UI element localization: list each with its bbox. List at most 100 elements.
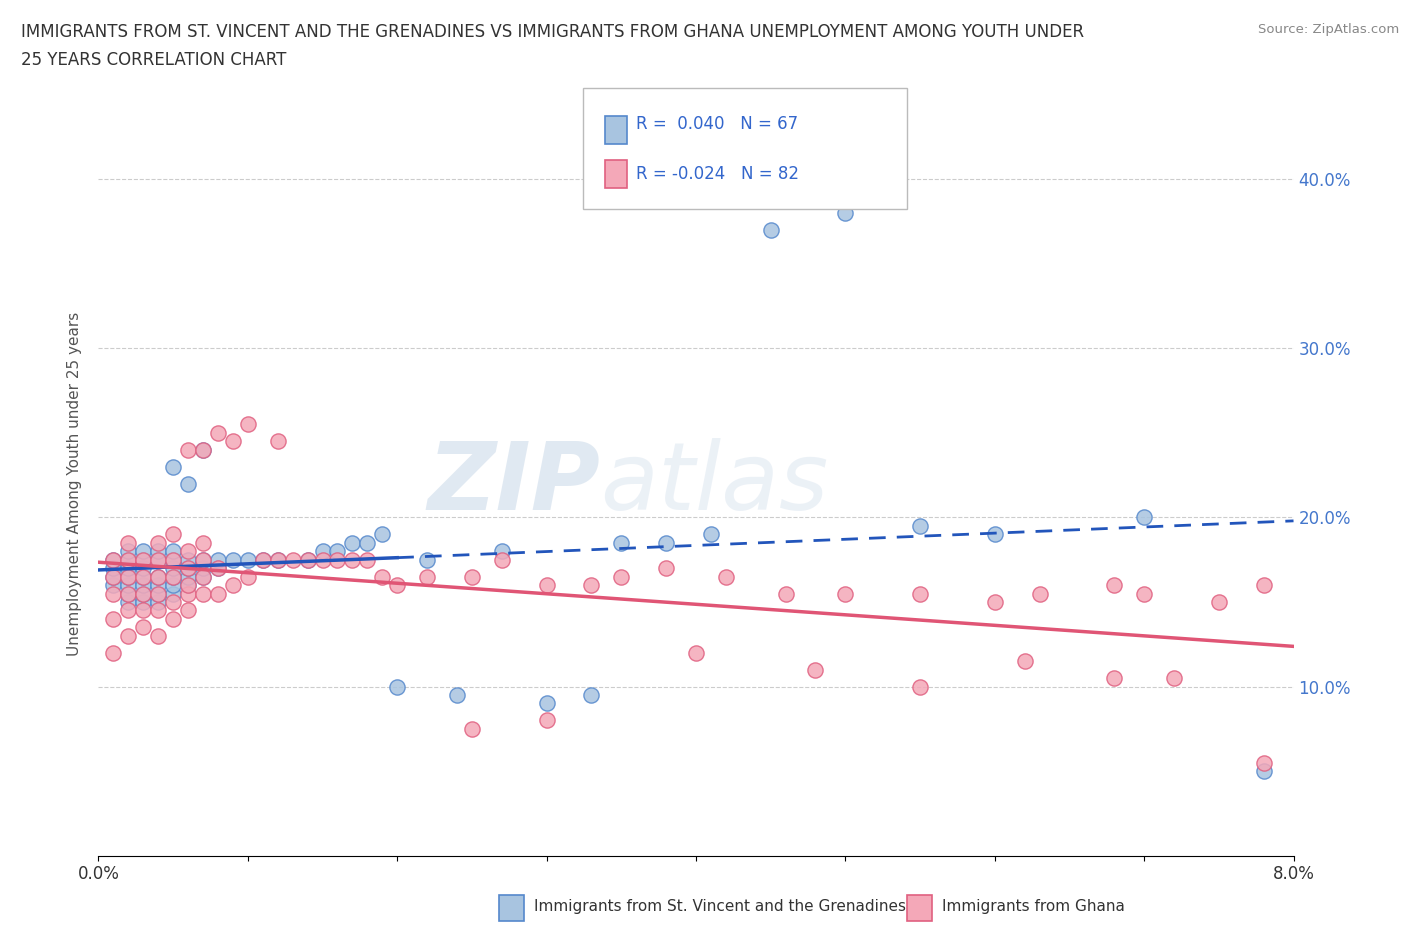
Point (834, 586, 856, 601)
Point (117, 603, 139, 618)
Point (132, 603, 155, 618)
Point (700, 527, 723, 542)
Point (132, 578, 155, 592)
Point (342, 552, 364, 567)
Point (148, 586, 170, 601)
Point (536, 578, 558, 592)
Point (207, 561, 229, 576)
Point (371, 569, 394, 584)
Point (191, 443, 214, 458)
Point (191, 569, 214, 584)
Point (148, 552, 170, 567)
Point (177, 578, 200, 592)
Point (117, 594, 139, 609)
Point (132, 594, 155, 609)
Point (610, 569, 633, 584)
Point (834, 206, 856, 220)
Text: 25 YEARS CORRELATION CHART: 25 YEARS CORRELATION CHART (21, 51, 287, 69)
Point (1133, 510, 1156, 525)
Point (148, 586, 170, 601)
Text: Immigrants from Ghana: Immigrants from Ghana (942, 899, 1125, 914)
Point (132, 561, 155, 576)
Point (311, 544, 333, 559)
Point (655, 561, 678, 576)
Point (536, 713, 558, 728)
Point (177, 443, 200, 458)
Point (1253, 764, 1275, 778)
Point (267, 552, 290, 567)
Point (222, 578, 245, 592)
Point (148, 569, 170, 584)
Point (1133, 586, 1156, 601)
Point (177, 561, 200, 576)
Point (267, 552, 290, 567)
Point (103, 552, 125, 567)
Point (236, 417, 259, 432)
Point (117, 586, 139, 601)
Point (1028, 586, 1050, 601)
Text: Source: ZipAtlas.com: Source: ZipAtlas.com (1258, 23, 1399, 36)
Point (385, 679, 409, 694)
Point (297, 552, 319, 567)
Point (1253, 755, 1275, 770)
Point (491, 544, 513, 559)
Point (1208, 594, 1230, 609)
Point (222, 434, 245, 449)
Point (148, 569, 170, 584)
Point (177, 586, 200, 601)
Text: IMMIGRANTS FROM ST. VINCENT AND THE GRENADINES VS IMMIGRANTS FROM GHANA UNEMPLOY: IMMIGRANTS FROM ST. VINCENT AND THE GREN… (21, 23, 1084, 41)
Point (191, 569, 214, 584)
Point (132, 544, 155, 559)
Point (177, 561, 200, 576)
Text: R =  0.040   N = 67: R = 0.040 N = 67 (636, 114, 797, 133)
Point (132, 552, 155, 567)
Point (162, 459, 184, 474)
Point (162, 586, 184, 601)
Point (191, 536, 214, 551)
Point (1104, 578, 1126, 592)
Point (117, 569, 139, 584)
Point (908, 586, 931, 601)
Point (281, 552, 304, 567)
Point (581, 687, 603, 702)
Point (207, 425, 229, 440)
Point (132, 569, 155, 584)
Point (103, 645, 125, 660)
Point (207, 552, 229, 567)
Point (1163, 671, 1185, 685)
Point (581, 578, 603, 592)
Point (177, 569, 200, 584)
Point (311, 552, 333, 567)
Point (236, 569, 259, 584)
Point (804, 662, 827, 677)
Point (162, 569, 184, 584)
Point (103, 578, 125, 592)
Point (148, 544, 170, 559)
Point (177, 603, 200, 618)
Point (103, 586, 125, 601)
Text: atlas: atlas (600, 438, 828, 529)
Point (117, 561, 139, 576)
Point (148, 552, 170, 567)
Point (162, 527, 184, 542)
Point (714, 569, 737, 584)
Point (252, 552, 274, 567)
Point (132, 569, 155, 584)
Point (103, 552, 125, 567)
Point (148, 603, 170, 618)
Point (117, 629, 139, 644)
Point (191, 586, 214, 601)
Point (117, 552, 139, 567)
Point (132, 586, 155, 601)
Point (162, 594, 184, 609)
Point (162, 552, 184, 567)
Point (162, 552, 184, 567)
Point (148, 536, 170, 551)
Point (132, 552, 155, 567)
Y-axis label: Unemployment Among Youth under 25 years: Unemployment Among Youth under 25 years (67, 312, 83, 656)
Point (132, 586, 155, 601)
Point (103, 569, 125, 584)
Point (371, 527, 394, 542)
Point (103, 611, 125, 626)
Text: ZIP: ZIP (427, 438, 600, 529)
